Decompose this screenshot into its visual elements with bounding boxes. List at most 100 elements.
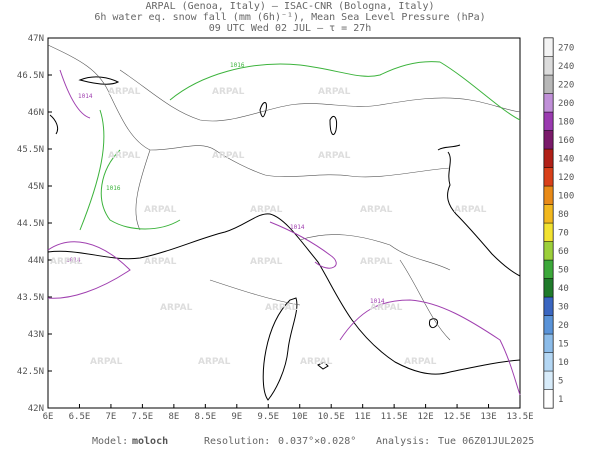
colorbar-label: 220 — [558, 80, 574, 90]
colorbar-cell — [543, 56, 554, 76]
watermark: ARPAL — [108, 151, 141, 161]
watermark: ARPAL — [360, 257, 393, 267]
watermark: ARPAL — [212, 87, 245, 97]
watermark: ARPAL — [360, 205, 393, 215]
colorbar-label: 60 — [558, 247, 569, 257]
colorbar-cell — [543, 185, 554, 205]
footer-label: Resolution: — [204, 436, 270, 447]
map-labels: 47N 46.5N 46N 45.5N 45N 44.5N 44N 43.5N 43N 42.5N… — [17, 34, 534, 422]
watermark: ARPAL — [265, 303, 298, 313]
watermark: ARPAL — [212, 151, 245, 161]
colorbar-label: 270 — [558, 43, 574, 53]
lon-label: 13E — [480, 412, 496, 422]
title-line: 09 UTC Wed 02 JUL — τ = 27h — [209, 23, 372, 34]
colorbar-cell — [543, 74, 554, 94]
colorbar-cell — [543, 389, 554, 409]
colorbar-cell — [543, 296, 554, 316]
lon-label: 10.5E — [318, 412, 345, 422]
colorbar-label: 200 — [558, 99, 574, 109]
watermark: ARPAL — [454, 205, 487, 215]
lon-label: 9E — [231, 412, 242, 422]
colorbar-cell — [543, 204, 554, 224]
lon-label: 12E — [417, 412, 433, 422]
colorbar-label: 240 — [558, 62, 574, 72]
watermark: ARPAL — [250, 257, 283, 267]
lon-label: 11E — [355, 412, 371, 422]
lat-label: 45N — [28, 182, 44, 192]
analysis-value: Tue 06Z01JUL2025 — [438, 436, 534, 447]
colorbar-label: 140 — [558, 154, 574, 164]
contour-label: 1014 — [78, 93, 93, 100]
colorbar-label: 40 — [558, 284, 569, 294]
watermark: ARPAL — [160, 303, 193, 313]
colorbar-label: 1 — [558, 395, 563, 405]
colorbar-label: 180 — [558, 117, 574, 127]
colorbar-label: 5 — [558, 376, 563, 386]
lon-label: 6.5E — [69, 412, 91, 422]
pressure-contours — [47, 61, 521, 396]
lat-label: 42.5N — [17, 367, 44, 377]
colorbar-cell — [543, 93, 554, 113]
watermark: ARPAL — [250, 205, 283, 215]
colorbar-cell — [543, 130, 554, 150]
colorbar-cell — [543, 259, 554, 279]
colorbar-cell — [543, 333, 554, 353]
lon-label: 8E — [168, 412, 179, 422]
colorbar-cell — [543, 148, 554, 168]
colorbar-label: 120 — [558, 173, 574, 183]
lon-label: 12.5E — [444, 412, 471, 422]
colorbar-cell — [543, 222, 554, 242]
lon-label: 7.5E — [132, 412, 154, 422]
colorbar-label: 80 — [558, 210, 569, 220]
lat-label: 47N — [28, 34, 44, 44]
colorbar-cell — [543, 352, 554, 372]
colorbar-cell — [543, 37, 554, 57]
watermark: ARPAL — [300, 357, 333, 367]
title-line: 6h water eq. snow fall (mm (6h)⁻¹), Mean… — [94, 12, 485, 23]
contour-label: 1014 — [66, 257, 81, 264]
watermark: ARPAL — [198, 357, 231, 367]
lat-label: 45.5N — [17, 145, 44, 155]
contour-label: 1016 — [106, 185, 121, 192]
colorbar: 1510152030405060708010012014016018020022… — [543, 37, 574, 409]
lat-label: 44N — [28, 256, 44, 266]
lon-label: 9.5E — [257, 412, 279, 422]
footer-label: Analysis: — [376, 436, 430, 447]
coastlines — [47, 76, 521, 401]
map-area: 47N 46.5N 46N 45.5N 45N 44.5N 44N 43.5N 43N 42.5N… — [17, 34, 534, 422]
model-name: moloch — [132, 436, 168, 447]
lon-label: 7E — [106, 412, 117, 422]
watermark: ARPAL — [318, 151, 351, 161]
watermark: ARPAL — [90, 357, 123, 367]
watermark: ARPAL — [370, 303, 403, 313]
lon-label: 11.5E — [381, 412, 408, 422]
lat-label: 46N — [28, 108, 44, 118]
lon-label: 10E — [292, 412, 308, 422]
footer-label: Model: — [92, 436, 128, 447]
lat-label: 43.5N — [17, 293, 44, 303]
colorbar-label: 30 — [558, 302, 569, 312]
watermark: ARPAL — [144, 257, 177, 267]
colorbar-label: 50 — [558, 265, 569, 275]
watermark: ARPAL — [50, 257, 83, 267]
colorbar-label: 20 — [558, 321, 569, 331]
contour-label: 1014 — [290, 224, 305, 231]
colorbar-label: 10 — [558, 358, 569, 368]
colorbar-label: 15 — [558, 339, 569, 349]
resolution-value: 0.037°×0.028° — [278, 436, 356, 447]
lon-label: 13.5E — [506, 412, 533, 422]
colorbar-label: 70 — [558, 228, 569, 238]
colorbar-cell — [543, 241, 554, 261]
colorbar-label: 100 — [558, 191, 574, 201]
contour-label: 1014 — [370, 298, 385, 305]
watermark: ARPAL — [108, 87, 141, 97]
watermark: ARPAL — [318, 87, 351, 97]
lat-label: 42N — [28, 404, 44, 414]
lon-label: 6E — [43, 412, 54, 422]
borders — [47, 44, 521, 341]
colorbar-cell — [543, 278, 554, 298]
title-line: ARPAL (Genoa, Italy) — ISAC-CNR (Bologna… — [146, 1, 435, 12]
contour-label: 1016 — [230, 62, 245, 69]
colorbar-cell — [543, 370, 554, 390]
